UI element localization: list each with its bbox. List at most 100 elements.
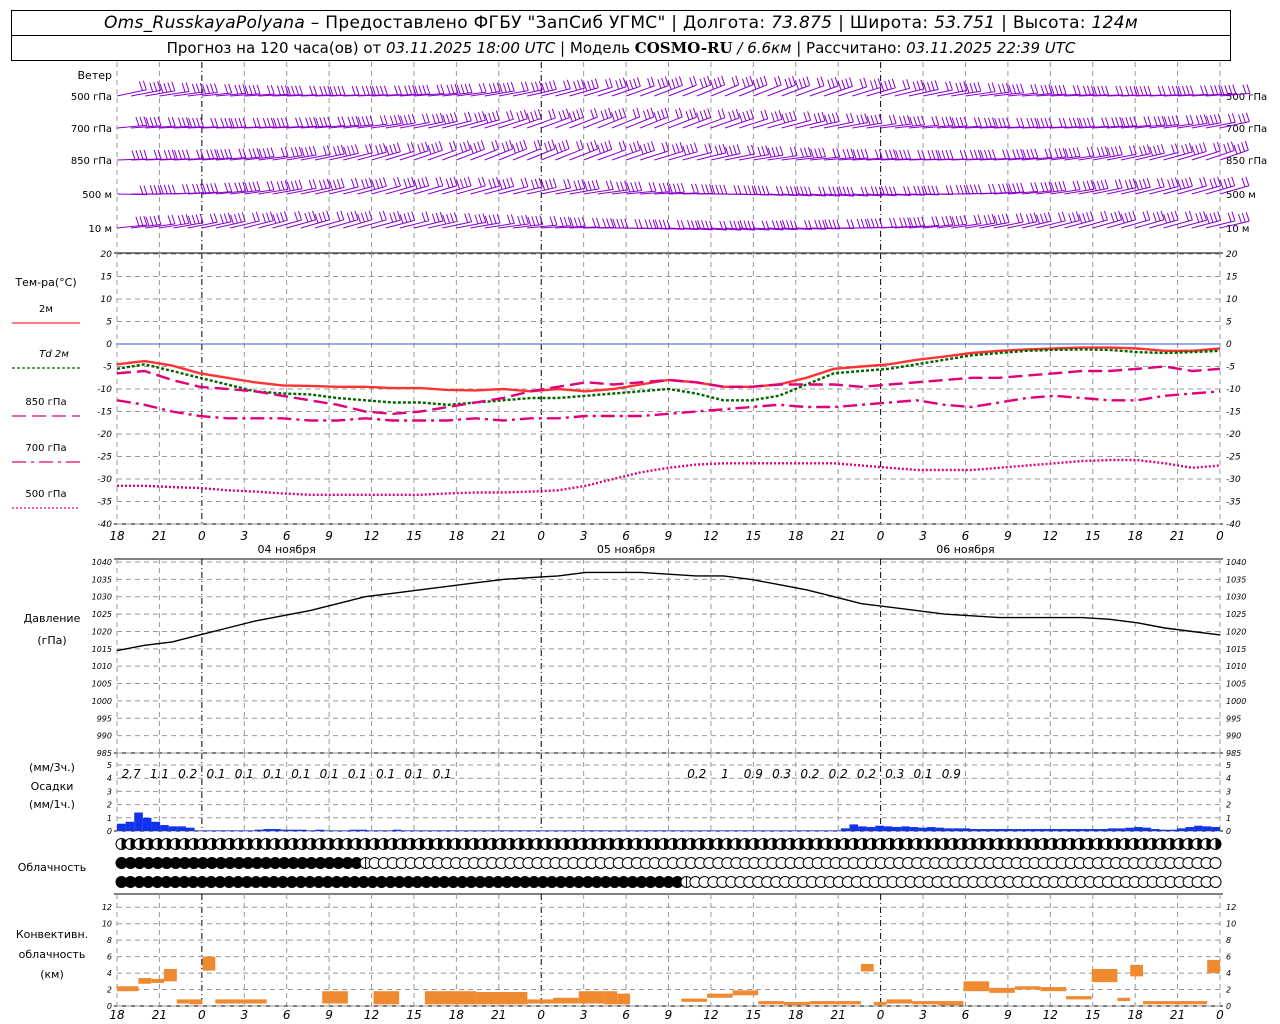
cloud-fill bbox=[1215, 838, 1221, 850]
wind-barb bbox=[951, 214, 982, 229]
wind-barb-feather bbox=[835, 112, 840, 122]
wind-barb-feather bbox=[878, 113, 883, 124]
wind-barb-shaft bbox=[442, 221, 472, 229]
wind-barb-feather bbox=[139, 216, 144, 226]
wind-barb bbox=[795, 76, 825, 97]
wind-level-label-right: 10 м bbox=[1226, 224, 1249, 235]
wind-barb-feather bbox=[567, 178, 572, 189]
wind-barb bbox=[753, 110, 783, 129]
wind-barb-feather bbox=[664, 107, 669, 117]
wind-barb-feather bbox=[605, 79, 609, 89]
wind-barb-shaft bbox=[286, 187, 317, 195]
wind-barb-feather bbox=[1076, 147, 1081, 157]
wind-barb-feather bbox=[1156, 144, 1161, 155]
cloud-circle bbox=[1209, 876, 1222, 888]
wind-barb-feather bbox=[234, 182, 239, 192]
wind-barb-feather bbox=[1177, 180, 1182, 190]
wind-barb-shaft bbox=[512, 117, 542, 129]
wind-barb-shaft bbox=[328, 186, 359, 195]
wind-barb-shaft bbox=[541, 187, 571, 195]
wind-barb-feather bbox=[1110, 147, 1115, 157]
wind-barb-feather bbox=[1166, 212, 1171, 223]
wind-barb-feather bbox=[846, 113, 851, 123]
wind-barb-feather bbox=[1075, 211, 1080, 221]
wind-barb-shaft bbox=[668, 227, 699, 231]
wind-barb bbox=[541, 79, 571, 97]
wind-barb-feather bbox=[393, 115, 398, 125]
wind-barb-feather bbox=[449, 142, 454, 152]
wind-barb bbox=[569, 107, 598, 129]
wind-barb-feather bbox=[657, 110, 662, 120]
wind-barb-feather bbox=[1104, 146, 1109, 156]
wind-barb-feather bbox=[234, 84, 239, 95]
wind-barb bbox=[1106, 116, 1138, 129]
wind-barb bbox=[131, 81, 162, 97]
wind-barb bbox=[1064, 85, 1095, 97]
wind-barb bbox=[1177, 142, 1207, 161]
wind-barb-feather bbox=[756, 78, 761, 88]
precip-bar bbox=[797, 830, 807, 831]
wind-barb-feather bbox=[622, 77, 627, 87]
wind-barb-feather bbox=[1241, 113, 1246, 123]
wind-barb-feather bbox=[185, 82, 190, 92]
wind-barb-feather bbox=[597, 144, 601, 154]
wind-barb bbox=[272, 179, 303, 195]
wind-barb-shaft bbox=[286, 219, 316, 229]
wind-barb-shaft bbox=[258, 219, 288, 229]
precip-label-3h: (мм/3ч.) bbox=[29, 761, 75, 774]
wind-barb-feather bbox=[510, 81, 515, 92]
wind-barb-feather bbox=[1068, 213, 1073, 223]
wind-barb-feather bbox=[478, 112, 482, 122]
precip-bar bbox=[746, 830, 755, 831]
wind-barb-feather bbox=[1006, 117, 1011, 127]
wind-barb-shaft bbox=[1135, 186, 1165, 195]
model-name: COSMO-RU bbox=[634, 39, 733, 57]
precip-panel-title: Осадки bbox=[31, 780, 74, 793]
wind-barb-feather bbox=[228, 117, 233, 128]
wind-barb-feather bbox=[248, 85, 253, 95]
wind-barb-feather bbox=[591, 180, 596, 190]
wind-barb-feather bbox=[411, 176, 416, 187]
wind-barb-feather bbox=[506, 214, 511, 225]
wind-barb-feather bbox=[917, 149, 922, 160]
wind-barb-feather bbox=[779, 145, 784, 156]
wind-barb-shaft bbox=[1106, 153, 1137, 161]
wind-barb bbox=[880, 217, 912, 229]
wind-barb-shaft bbox=[159, 158, 190, 161]
precip-bar bbox=[780, 830, 790, 831]
wind-barb-shaft bbox=[1149, 94, 1180, 97]
wind-barb-feather bbox=[824, 219, 829, 229]
wind-barb-feather bbox=[228, 83, 233, 94]
wind-barb-feather bbox=[163, 184, 168, 194]
precip-tick-label-right: 2 bbox=[1226, 801, 1231, 810]
wind-barb-feather bbox=[1068, 148, 1073, 158]
wind-barb-feather bbox=[547, 141, 552, 151]
precip-bar bbox=[608, 830, 617, 831]
wind-barb-shaft bbox=[314, 186, 345, 195]
wind-barb-feather bbox=[1133, 116, 1138, 126]
wind-barb-feather bbox=[759, 77, 764, 87]
temp-tick-label-right: -30 bbox=[1226, 475, 1241, 485]
wind-barb-feather bbox=[224, 117, 229, 128]
conv-tick-label-right: 10 bbox=[1226, 920, 1236, 929]
precip-3h-value: 0.3 bbox=[772, 767, 791, 781]
wind-barb-feather bbox=[1156, 211, 1161, 222]
wind-barb-feather bbox=[531, 82, 535, 92]
wind-barb-shaft bbox=[1120, 186, 1151, 195]
wind-barb-feather bbox=[393, 177, 398, 188]
wind-barb-feather bbox=[977, 81, 982, 92]
wind-barb-shaft bbox=[852, 86, 882, 97]
wind-barb-feather bbox=[385, 145, 390, 156]
wind-barb-feather bbox=[1245, 176, 1250, 186]
wind-barb-feather bbox=[587, 181, 592, 191]
precip-bar bbox=[677, 830, 686, 831]
wind-barb-shaft bbox=[131, 223, 161, 229]
wind-barb-feather bbox=[256, 147, 261, 158]
time-tick-label: 9 bbox=[325, 529, 333, 543]
precip-bar bbox=[315, 829, 324, 831]
wind-barb-feather bbox=[921, 149, 926, 160]
wind-barb-feather bbox=[188, 118, 193, 128]
wind-barb-feather bbox=[530, 179, 535, 190]
wind-barb-feather bbox=[361, 85, 366, 96]
wind-barb-feather bbox=[558, 111, 563, 121]
